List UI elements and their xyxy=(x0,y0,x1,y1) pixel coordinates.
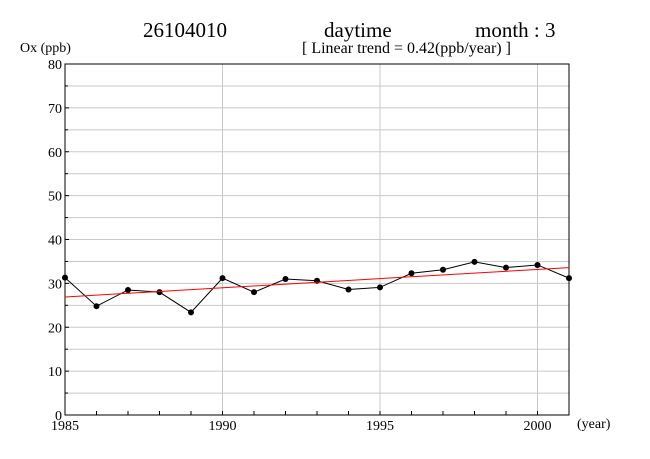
x-axis-label: (year) xyxy=(577,417,611,432)
ox-series-line xyxy=(64,261,570,313)
y-tick-label: 60 xyxy=(48,146,62,161)
data-point xyxy=(219,275,226,282)
x-tick-label: 1985 xyxy=(51,419,79,434)
x-tick-label: 1990 xyxy=(209,419,237,434)
data-point xyxy=(534,261,541,268)
data-point xyxy=(188,309,194,316)
data-point xyxy=(408,270,415,277)
y-tick-label: 0 xyxy=(55,409,62,424)
y-tick-label: 40 xyxy=(48,234,62,249)
data-point xyxy=(62,274,68,281)
y-tick-label: 30 xyxy=(48,277,62,292)
x-tick-label: 2000 xyxy=(524,419,552,434)
data-point xyxy=(251,289,257,296)
period-label: daytime xyxy=(324,18,392,42)
data-point xyxy=(471,258,478,265)
data-point xyxy=(93,303,100,310)
y-tick-label: 70 xyxy=(48,102,62,117)
trend-line xyxy=(64,267,570,298)
data-point xyxy=(125,286,131,293)
data-point xyxy=(156,289,163,296)
x-tick-label: 1995 xyxy=(366,419,394,434)
y-tick-label: 20 xyxy=(48,321,62,336)
data-point xyxy=(566,275,572,282)
data-point xyxy=(377,284,383,291)
y-tick-label: 10 xyxy=(48,365,62,380)
data-point xyxy=(345,286,352,293)
data-point xyxy=(440,266,446,273)
y-tick-label: 80 xyxy=(48,58,62,73)
chart-series xyxy=(62,258,572,316)
linear-trend-label: [ Linear trend = 0.42(ppb/year) ] xyxy=(302,40,511,57)
chart-axes: 0 10 20 30 40 50 60 70 80 1985 1990 1995 2000 xyxy=(48,58,570,434)
grid-lines xyxy=(65,64,569,415)
data-point xyxy=(503,264,509,271)
station-code: 26104010 xyxy=(143,18,227,42)
month-label: month : 3 xyxy=(475,18,556,42)
y-axis-label: Ox (ppb) xyxy=(20,41,71,56)
data-point xyxy=(282,275,289,282)
y-tick-label: 50 xyxy=(48,190,62,205)
